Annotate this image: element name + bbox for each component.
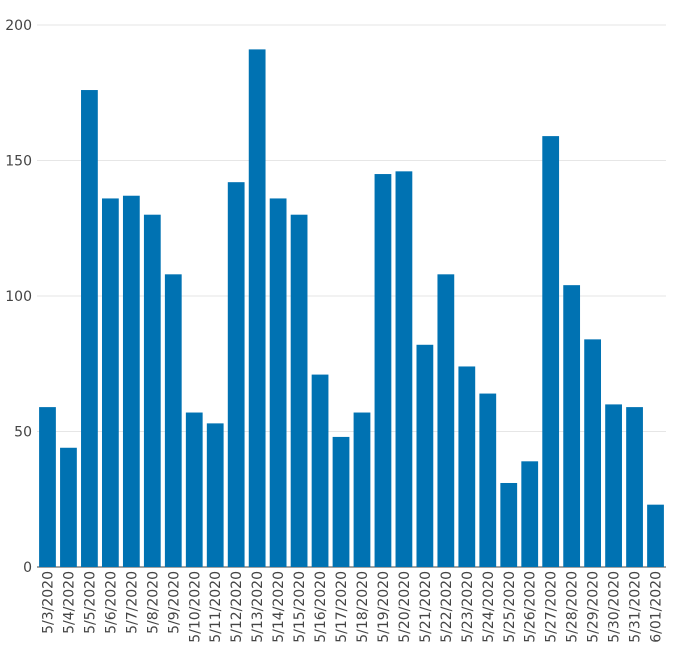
x-tick-label: 5/30/2020 [607, 571, 623, 643]
x-tick-label: 5/10/2020 [187, 571, 203, 643]
bar [605, 404, 622, 567]
bar [39, 407, 56, 567]
bar [374, 174, 392, 568]
x-axis: 5/3/2020 5/4/2020 5/5/2020 5/6/2020 5/7/2020… [40, 571, 664, 643]
x-tick-label: 6/01/2020 [649, 571, 665, 643]
bar [458, 366, 476, 567]
bars [39, 49, 664, 568]
bar [500, 482, 518, 567]
bar [437, 274, 455, 567]
bar [269, 198, 287, 567]
x-tick-label: 5/15/2020 [292, 571, 308, 643]
x-tick-label: 5/19/2020 [376, 571, 392, 643]
bar [101, 198, 119, 567]
x-tick-label: 5/20/2020 [397, 571, 413, 643]
bar [311, 374, 329, 567]
bar [164, 274, 182, 567]
x-tick-label: 5/26/2020 [523, 571, 539, 643]
x-tick-label: 5/12/2020 [229, 571, 245, 643]
bar [416, 344, 434, 567]
x-tick-label: 5/14/2020 [271, 571, 287, 643]
bar [227, 182, 245, 567]
x-tick-label: 5/21/2020 [418, 571, 434, 643]
bar [353, 412, 371, 567]
y-tick-label: 100 [5, 289, 32, 305]
x-tick-label: 5/25/2020 [502, 571, 518, 643]
bar [584, 339, 602, 567]
bar [332, 436, 350, 567]
bar [122, 195, 140, 568]
x-tick-label: 5/16/2020 [313, 571, 329, 643]
x-tick-label: 5/28/2020 [565, 571, 581, 643]
bar [143, 214, 161, 567]
bar [395, 171, 413, 567]
x-tick-label: 5/23/2020 [460, 571, 476, 643]
bar [185, 412, 203, 567]
x-tick-label: 5/8/2020 [145, 571, 161, 634]
x-tick-label: 5/29/2020 [586, 571, 602, 643]
x-tick-label: 5/13/2020 [250, 571, 266, 643]
x-tick-label: 5/27/2020 [544, 571, 560, 643]
gridlines [37, 24, 666, 568]
bar [563, 285, 581, 567]
bar [206, 423, 224, 567]
x-tick-label: 5/6/2020 [103, 571, 119, 634]
bar [81, 90, 98, 567]
x-tick-label: 5/3/2020 [40, 571, 56, 634]
y-tick-label: 150 [5, 154, 32, 170]
bar [479, 393, 497, 567]
bar [626, 407, 643, 567]
bar [521, 461, 539, 567]
x-tick-label: 5/24/2020 [481, 571, 497, 643]
x-tick-label: 5/7/2020 [124, 571, 140, 634]
y-axis: 0 50 100 150 200 [5, 18, 32, 576]
x-tick-label: 5/5/2020 [82, 571, 98, 634]
bar [647, 504, 664, 567]
bar [542, 136, 560, 568]
x-tick-label: 5/17/2020 [334, 571, 350, 643]
bar [248, 49, 266, 567]
x-tick-label: 5/9/2020 [166, 571, 182, 634]
x-tick-label: 5/4/2020 [61, 571, 77, 634]
y-tick-label: 50 [14, 425, 32, 441]
bar [290, 214, 308, 567]
y-tick-label: 0 [23, 560, 32, 576]
x-tick-label: 5/22/2020 [439, 571, 455, 643]
bar [60, 447, 77, 567]
x-tick-label: 5/18/2020 [355, 571, 371, 643]
y-tick-label: 200 [5, 18, 32, 34]
x-tick-label: 5/11/2020 [208, 571, 224, 643]
x-tick-label: 5/31/2020 [628, 571, 644, 643]
